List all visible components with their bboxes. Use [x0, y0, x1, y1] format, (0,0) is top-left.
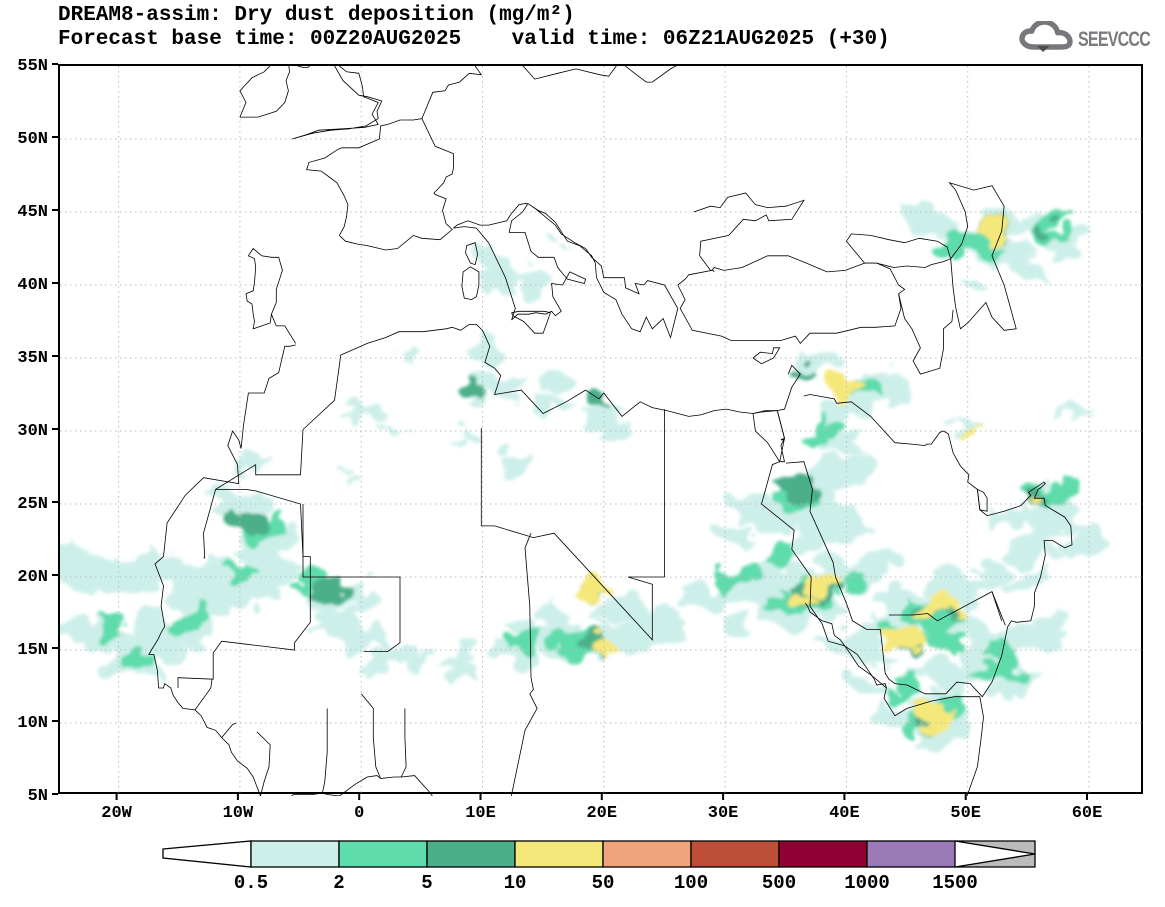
svg-text:60E: 60E: [1072, 804, 1103, 823]
svg-text:5N: 5N: [28, 787, 48, 806]
svg-text:100: 100: [674, 872, 708, 894]
svg-text:35N: 35N: [17, 349, 48, 368]
svg-text:55N: 55N: [17, 57, 48, 76]
svg-text:0.5: 0.5: [234, 872, 268, 894]
svg-text:40E: 40E: [829, 804, 860, 823]
svg-text:10N: 10N: [17, 714, 48, 733]
svg-text:40N: 40N: [17, 276, 48, 295]
svg-text:30E: 30E: [708, 804, 739, 823]
svg-text:10W: 10W: [223, 804, 254, 823]
svg-text:SEEVCCC: SEEVCCC: [1078, 28, 1150, 51]
svg-text:10: 10: [504, 872, 527, 894]
svg-text:50: 50: [592, 872, 615, 894]
svg-text:10E: 10E: [465, 804, 496, 823]
svg-text:1500: 1500: [932, 872, 978, 894]
svg-text:20N: 20N: [17, 568, 48, 587]
svg-text:0: 0: [354, 804, 364, 823]
svg-text:1000: 1000: [844, 872, 890, 894]
svg-text:50N: 50N: [17, 130, 48, 149]
svg-text:30N: 30N: [17, 422, 48, 441]
svg-text:500: 500: [762, 872, 796, 894]
svg-text:50E: 50E: [950, 804, 981, 823]
svg-text:45N: 45N: [17, 203, 48, 222]
svg-text:20E: 20E: [586, 804, 617, 823]
svg-text:15N: 15N: [17, 641, 48, 660]
svg-text:25N: 25N: [17, 495, 48, 514]
svg-text:20W: 20W: [101, 804, 132, 823]
svg-text:5: 5: [421, 872, 432, 894]
svg-text:2: 2: [333, 872, 344, 894]
